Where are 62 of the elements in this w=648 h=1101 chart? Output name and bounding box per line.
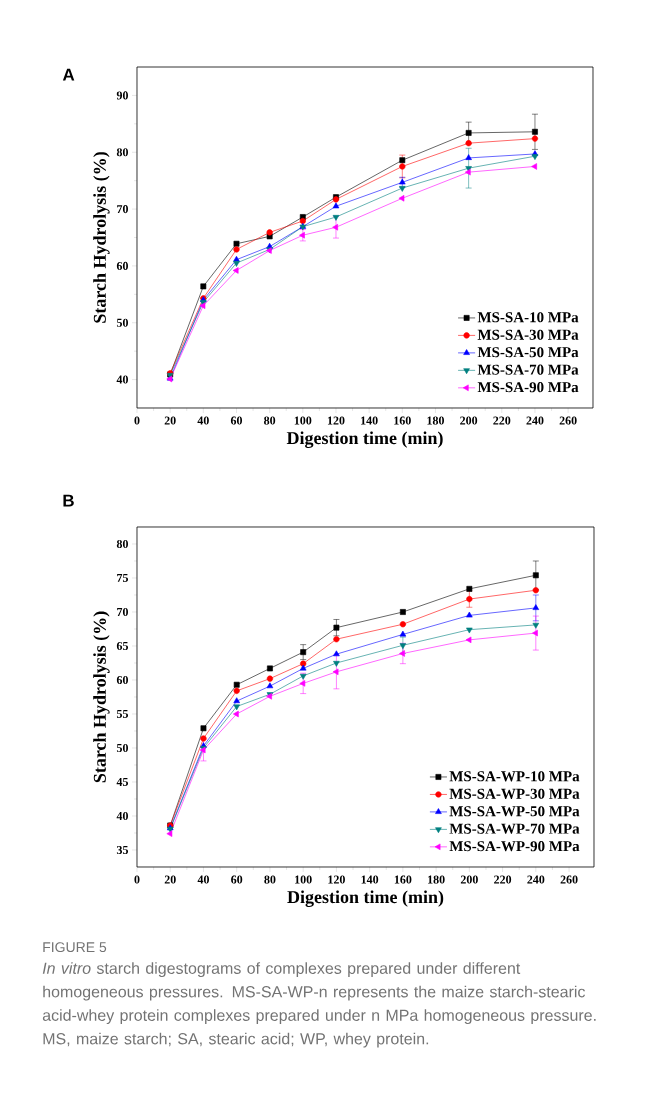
x-tick-label: 200 (460, 416, 478, 425)
y-tick-label: 40 (116, 811, 128, 821)
legend-label: MS-SA-WP-10 MPa (449, 771, 580, 782)
text: In vitro starch digestograms of complexes prepared under different homogeneous pressures. MS-SA-WP-n represents the maize starch-stearic acid-whey protein complexes prepared under n MPa homogeneous pressure. MS, maize starch; SA, stearic acid; WP, whey protein. (42, 962, 596, 1048)
x-tick-label: 180 (427, 416, 444, 425)
x-tick-label: 120 (328, 875, 345, 884)
x-tick-label: 160 (394, 416, 411, 425)
x-tick-label: 80 (264, 875, 276, 884)
x-tick-label: 80 (264, 416, 276, 425)
x-tick-label: 220 (493, 416, 511, 425)
x-tick-label: 40 (197, 416, 209, 425)
x-tick-label: 140 (361, 416, 378, 425)
y-tick-label: 50 (116, 743, 128, 753)
y-tick-label: 55 (116, 710, 129, 718)
caption: FIGURE 5 (43, 942, 107, 953)
y-tick-label: 90 (116, 91, 128, 100)
x-tick-label: 120 (327, 416, 345, 425)
legend-label: MS-SA-30 MPa (477, 329, 579, 340)
legend-label: MS-SA-90 MPa (477, 382, 579, 393)
y-tick-label: 70 (117, 205, 128, 214)
x-tick-label: 240 (527, 875, 545, 884)
x-tick-label: 140 (361, 875, 379, 884)
x-axis-title: Digestion time (min) (286, 431, 443, 448)
y-tick-label: 60 (116, 675, 128, 685)
x-tick-label: 200 (460, 875, 478, 884)
x-tick-label: 260 (559, 416, 577, 425)
y-tick-label: 75 (117, 574, 129, 582)
y-axis-title: Starch Hydrolysis (%) (93, 152, 110, 323)
chart-title: A (62, 68, 75, 81)
x-tick-label: 60 (230, 416, 243, 425)
y-tick-label: 60 (116, 261, 128, 270)
legend-label: MS-SA-50 MPa (477, 347, 579, 358)
x-tick-label: 40 (197, 875, 210, 884)
x-tick-label: 0 (134, 416, 140, 425)
y-tick-label: 70 (117, 607, 128, 617)
legend-label: MS-SA-WP-70 MPa (449, 823, 580, 834)
y-tick-label: 80 (116, 148, 128, 157)
x-tick-label: 260 (560, 875, 578, 884)
x-tick-label: 100 (294, 416, 312, 425)
y-tick-label: 65 (116, 641, 129, 651)
x-tick-label: 0 (134, 875, 140, 884)
y-tick-label: 40 (116, 375, 128, 384)
y-tick-label: 35 (116, 845, 129, 855)
x-tick-label: 180 (428, 875, 445, 884)
x-tick-label: 160 (394, 875, 412, 884)
legend-label: MS-SA-70 MPa (477, 364, 579, 375)
y-tick-label: 80 (116, 539, 128, 549)
x-tick-label: 100 (295, 875, 312, 884)
legend-label: MS-SA-WP-50 MPa (449, 806, 580, 817)
y-tick-label: 45 (116, 777, 129, 786)
chart-title: B (63, 494, 74, 507)
x-tick-label: 20 (164, 875, 176, 884)
x-axis-title: Digestion time (min) (287, 890, 444, 907)
x-tick-label: 240 (526, 416, 544, 425)
x-tick-label: 60 (231, 875, 243, 884)
legend-label: MS-SA-WP-30 MPa (449, 788, 580, 799)
x-tick-label: 220 (494, 875, 512, 884)
x-tick-label: 20 (164, 416, 176, 425)
y-tick-label: 50 (116, 318, 128, 327)
y-axis-title: Starch Hydrolysis (%) (93, 611, 110, 783)
legend-label: MS-SA-WP-90 MPa (449, 841, 580, 852)
legend-label: MS-SA-10 MPa (477, 312, 579, 323)
